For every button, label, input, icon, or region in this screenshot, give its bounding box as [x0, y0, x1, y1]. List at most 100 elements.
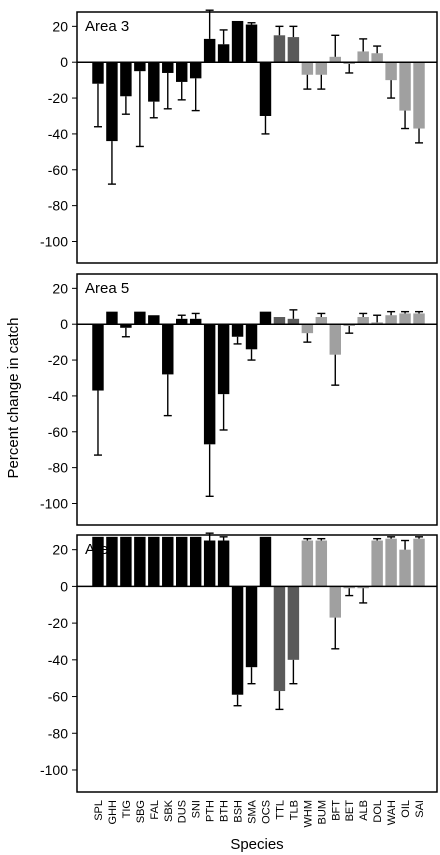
bar-bft	[329, 324, 341, 355]
x-tick-label-ghh: GHH	[107, 800, 119, 825]
panel-area-5: Area 5 20 0 -20 -40 -60 -80 -100	[40, 273, 438, 526]
panel-area-3: Area 3 20 0 -20 -40 -60 -80 -100	[40, 9, 438, 264]
bar-dus	[176, 318, 188, 325]
x-tick-label-dus: DUS	[177, 800, 189, 823]
bar-alb	[357, 51, 369, 63]
bar-bth	[217, 540, 230, 587]
x-tick-label-wah: WAH	[386, 800, 398, 825]
y-tick-label: -60	[48, 424, 68, 440]
bar-bum	[315, 62, 328, 75]
x-tick-label-oil: OIL	[400, 800, 412, 818]
x-tick-label-bth: BTH	[219, 800, 231, 822]
y-tick-label: -20	[48, 352, 68, 368]
y-tick-label: -60	[48, 162, 68, 178]
bar-sbk	[162, 536, 174, 587]
bar-oil	[399, 549, 411, 587]
bar-bsh	[231, 324, 244, 337]
bar-bft	[329, 586, 341, 618]
bar-bsh	[231, 20, 244, 63]
bar-alb	[357, 586, 369, 589]
y-tick-label: -100	[40, 762, 68, 778]
x-tick-label-bsh: BSH	[233, 800, 245, 823]
bar-spl	[92, 62, 104, 84]
bar-sni	[189, 62, 202, 79]
y-tick-label: -80	[48, 198, 68, 214]
bar-sai	[413, 62, 425, 129]
bar-sai	[413, 538, 425, 587]
y-tick-label: -20	[48, 615, 68, 631]
bar-alb	[357, 317, 369, 325]
x-tick-label-ocs: OCS	[260, 800, 272, 824]
bar-oil	[399, 313, 411, 325]
x-tick-label-sni: SNI	[191, 800, 203, 818]
bar-bft	[329, 56, 341, 63]
bar-ghh	[106, 311, 118, 325]
bar-dus	[176, 62, 188, 82]
bar-ocs	[259, 536, 272, 587]
bar-pth	[203, 540, 216, 587]
bar-whm	[301, 324, 314, 334]
x-tick-label-sbg: SBG	[135, 800, 147, 823]
y-tick-label: -40	[48, 388, 68, 404]
bar-dol	[371, 53, 383, 63]
x-tick-label-dol: DOL	[372, 800, 384, 823]
bar-pth	[203, 324, 216, 445]
bar-sma	[245, 586, 258, 668]
y-tick-label: -40	[48, 652, 68, 668]
bar-bum	[315, 540, 328, 587]
bar-oil	[399, 62, 411, 111]
bar-ttl	[273, 317, 286, 325]
x-tick-label-ttl: TTL	[274, 800, 286, 820]
panel-frame	[76, 11, 438, 264]
panel-label: Area 5	[85, 280, 129, 297]
bar-ttl	[273, 586, 286, 692]
bar-tig	[120, 536, 132, 587]
bar-tig	[120, 324, 132, 328]
bar-fal	[148, 315, 160, 325]
y-tick-label: -80	[48, 460, 68, 476]
bar-sbg	[134, 62, 146, 72]
y-axis-title: Percent change in catch	[5, 318, 22, 479]
y-tick-label: -100	[40, 495, 68, 511]
y-tick-label: 0	[60, 578, 68, 594]
y-tick-label: 0	[60, 54, 68, 70]
x-tick-label-bum: BUM	[316, 800, 328, 824]
bar-dol	[371, 540, 383, 587]
y-tick-label: -80	[48, 725, 68, 741]
bar-bth	[217, 324, 230, 395]
bar-dol	[371, 322, 383, 325]
bar-tig	[120, 62, 132, 97]
bar-ocs	[259, 311, 272, 325]
bar-sbk	[162, 62, 174, 73]
x-tick-label-fal: FAL	[149, 800, 161, 820]
x-tick-label-sai: SAI	[414, 800, 426, 818]
y-tick-label: 20	[52, 280, 68, 296]
bar-bet	[343, 62, 355, 64]
bar-pth	[203, 38, 216, 63]
bar-wah	[385, 315, 397, 325]
bar-spl	[92, 324, 104, 391]
bar-wah	[385, 538, 397, 587]
x-tick-label-sma: SMA	[247, 799, 259, 824]
bar-wah	[385, 62, 397, 81]
x-tick-label-tlb: TLB	[288, 800, 300, 820]
x-tick-label-bet: BET	[344, 800, 356, 822]
bar-ocs	[259, 62, 272, 116]
x-tick-label-sbk: SBK	[163, 799, 175, 822]
bar-fal	[148, 536, 160, 587]
bar-sbg	[134, 311, 146, 325]
bar-tlb	[287, 586, 300, 660]
y-tick-label: 20	[52, 542, 68, 558]
y-tick-label: 20	[52, 18, 68, 34]
panel-area-7: Area 7200-20-40-60-80-100	[40, 532, 438, 793]
x-tick-label-tig: TIG	[121, 800, 133, 818]
y-tick-label: 0	[60, 316, 68, 332]
bar-sni	[189, 536, 202, 587]
bar-tlb	[287, 37, 300, 63]
y-tick-label: -40	[48, 126, 68, 142]
x-tick-label-bft: BFT	[330, 800, 342, 821]
y-tick-label: -20	[48, 90, 68, 106]
panel-frame	[76, 273, 438, 526]
y-tick-label: -60	[48, 689, 68, 705]
x-tick-label-whm: WHM	[302, 800, 314, 828]
